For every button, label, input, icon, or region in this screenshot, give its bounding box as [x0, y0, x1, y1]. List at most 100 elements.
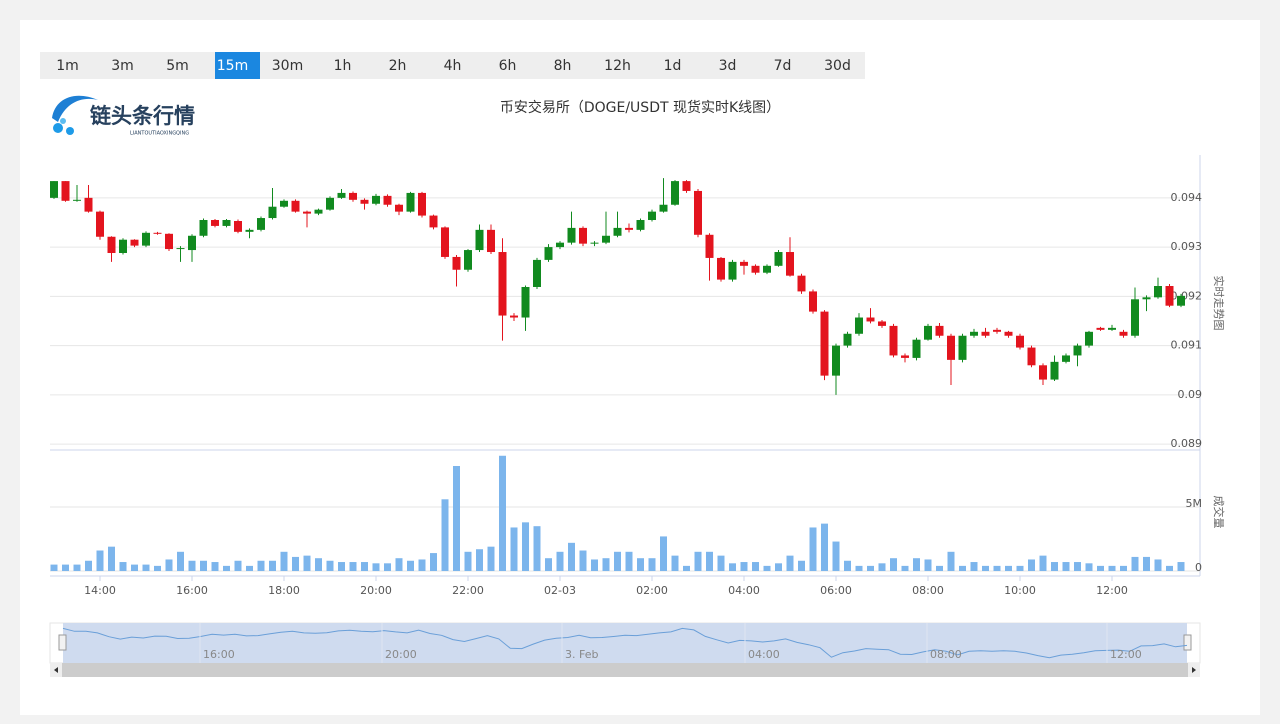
- volume-bar: [418, 559, 426, 571]
- volume-bar: [487, 546, 495, 571]
- candle-body: [935, 325, 944, 336]
- volume-bar: [706, 551, 713, 571]
- volume-bar: [476, 549, 483, 571]
- x-tick-label: 02:00: [636, 584, 668, 597]
- volume-bar: [430, 553, 437, 571]
- y-tick-label: 0.093: [1171, 240, 1203, 253]
- volume-bar: [614, 551, 621, 571]
- candle-body: [211, 220, 219, 226]
- logo-dot: [60, 118, 66, 124]
- volume-bar: [453, 466, 460, 571]
- candle-body: [360, 199, 369, 204]
- navigator-label: 3. Feb: [565, 648, 598, 661]
- volume-bar: [177, 551, 184, 571]
- volume-bar: [878, 563, 886, 571]
- logo-subtitle: LIANTOUTIAOXINGQING: [130, 131, 189, 137]
- volume-bar: [269, 560, 276, 571]
- candle-body: [1165, 286, 1174, 306]
- navigator-line: [62, 627, 1188, 659]
- candle-body: [257, 218, 265, 230]
- candle-body: [786, 252, 794, 276]
- candle-body: [268, 206, 277, 219]
- price-axis-title: 实时走势图: [1212, 276, 1226, 331]
- volume-bar: [637, 558, 644, 571]
- navigator-handle[interactable]: [58, 634, 67, 651]
- volume-bar: [832, 541, 840, 571]
- candle-body: [452, 256, 461, 270]
- y-tick-label: 0.09: [1178, 388, 1203, 401]
- card: [20, 20, 1260, 715]
- candle-body: [579, 227, 587, 244]
- interval-button[interactable]: 30m: [272, 58, 303, 74]
- interval-button[interactable]: 2h: [389, 58, 407, 74]
- interval-button[interactable]: 7d: [774, 58, 792, 74]
- y2-tick-label: 0: [1195, 561, 1202, 574]
- volume-bar: [1074, 562, 1081, 571]
- scrollbar-thumb[interactable]: [62, 663, 1188, 677]
- volume-bar: [1166, 565, 1173, 571]
- candle-body: [487, 229, 495, 253]
- interval-button[interactable]: 12h: [604, 58, 631, 74]
- scroll-left-arrow[interactable]: [54, 667, 58, 673]
- navigator-handle[interactable]: [1183, 634, 1192, 651]
- candle-body: [924, 325, 932, 340]
- volume-bar: [1005, 565, 1012, 571]
- interval-button[interactable]: 30d: [824, 58, 851, 74]
- candle-body: [843, 333, 852, 346]
- volume-bar: [602, 558, 610, 571]
- interval-button[interactable]: 4h: [444, 58, 462, 74]
- interval-button[interactable]: 3m: [111, 58, 134, 74]
- candle-body: [406, 192, 415, 212]
- volume-bar: [499, 455, 506, 571]
- candle-body: [291, 200, 300, 212]
- volume-bar: [372, 563, 380, 571]
- interval-button[interactable]: 1m: [56, 58, 79, 74]
- candle-body: [326, 197, 334, 210]
- candle-body: [878, 321, 886, 326]
- candle-body: [429, 215, 438, 228]
- volume-bar: [913, 558, 920, 571]
- y-tick-label: 0.089: [1171, 437, 1203, 450]
- logo-dot: [66, 127, 74, 135]
- candle-body: [1016, 335, 1024, 348]
- candle-body: [222, 220, 231, 226]
- interval-button[interactable]: 8h: [554, 58, 572, 74]
- candle-body: [498, 252, 507, 316]
- navigator-selection[interactable]: [63, 623, 1187, 663]
- volume-bar: [522, 522, 529, 571]
- volume-bar: [349, 562, 357, 571]
- volume-bar: [809, 527, 817, 571]
- candle-body: [1154, 286, 1162, 298]
- candle-body: [705, 234, 714, 258]
- volume-bar: [108, 546, 115, 571]
- interval-button[interactable]: 6h: [499, 58, 517, 74]
- interval-button[interactable]: 1d: [664, 58, 682, 74]
- candle-body: [245, 229, 254, 232]
- volume-bar: [1062, 562, 1070, 571]
- logo-swoosh: [52, 95, 98, 122]
- volume-bar: [970, 562, 978, 571]
- interval-button[interactable]: 5m: [166, 58, 189, 74]
- scroll-right-arrow[interactable]: [1192, 667, 1196, 673]
- candle-body: [96, 211, 104, 237]
- candle-body: [1027, 347, 1036, 366]
- interval-active[interactable]: [215, 52, 260, 79]
- y-tick-label: 0.094: [1171, 191, 1203, 204]
- volume-bar: [936, 565, 943, 571]
- volume-bar: [890, 558, 897, 571]
- interval-button[interactable]: 15m: [217, 58, 248, 74]
- volume-bar: [234, 560, 242, 571]
- volume-bar: [85, 560, 92, 571]
- volume-bar: [694, 551, 702, 571]
- y-tick-label: 0.091: [1171, 339, 1203, 352]
- volume-bar: [441, 499, 449, 571]
- candle-body: [717, 257, 725, 280]
- volume-bar: [579, 550, 587, 571]
- interval-button[interactable]: 3d: [719, 58, 737, 74]
- navigator-label: 16:00: [203, 648, 235, 661]
- interval-button[interactable]: 1h: [334, 58, 352, 74]
- candle-body: [199, 220, 208, 236]
- candle-body: [337, 192, 346, 198]
- candle-body: [418, 192, 426, 216]
- volume-bar: [993, 565, 1001, 571]
